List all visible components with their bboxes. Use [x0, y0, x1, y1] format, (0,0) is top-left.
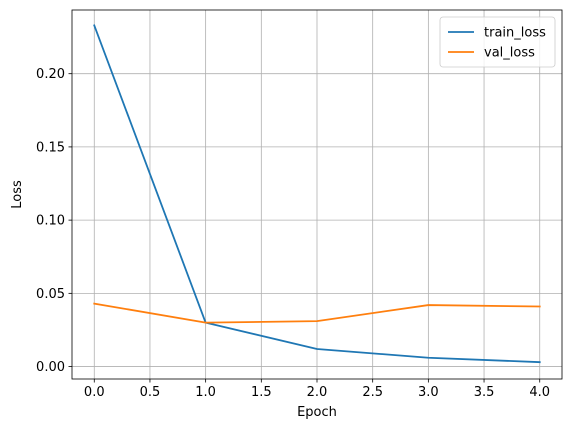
y-tick-label: 0.15	[36, 140, 65, 155]
y-tick-label: 0.10	[36, 214, 65, 229]
y-tick-label: 0.20	[36, 67, 65, 82]
axis-ticks: 0.0 0.5 1.0 1.5 2.0 2.5 3.0 3.5 4.0 0.00 0.05 0.10 0…	[36, 67, 550, 400]
x-tick-label: 1.5	[251, 385, 272, 400]
x-tick-label: 3.0	[418, 385, 439, 400]
grid-lines	[72, 10, 562, 379]
y-axis-label: Loss	[10, 180, 25, 209]
y-tick-label: 0.05	[36, 287, 65, 302]
legend-label: val_loss	[484, 46, 535, 61]
x-axis-label: Epoch	[297, 405, 337, 420]
legend-box	[439, 16, 556, 68]
series-line-val-loss	[93, 302, 541, 324]
y-tick-label: 0.00	[36, 360, 65, 375]
x-tick-label: 1.0	[195, 385, 216, 400]
legend-label: train_loss	[484, 26, 546, 41]
x-tick-label: 0.5	[140, 385, 161, 400]
series-lines	[93, 24, 541, 364]
series-line-train-loss	[93, 24, 541, 364]
x-tick-label: 3.5	[474, 385, 495, 400]
x-tick-label: 4.0	[529, 385, 550, 400]
x-tick-label: 2.0	[307, 385, 328, 400]
x-tick-label: 0.0	[84, 385, 105, 400]
x-tick-label: 2.5	[362, 385, 383, 400]
legend: train_loss val_loss	[439, 16, 556, 68]
